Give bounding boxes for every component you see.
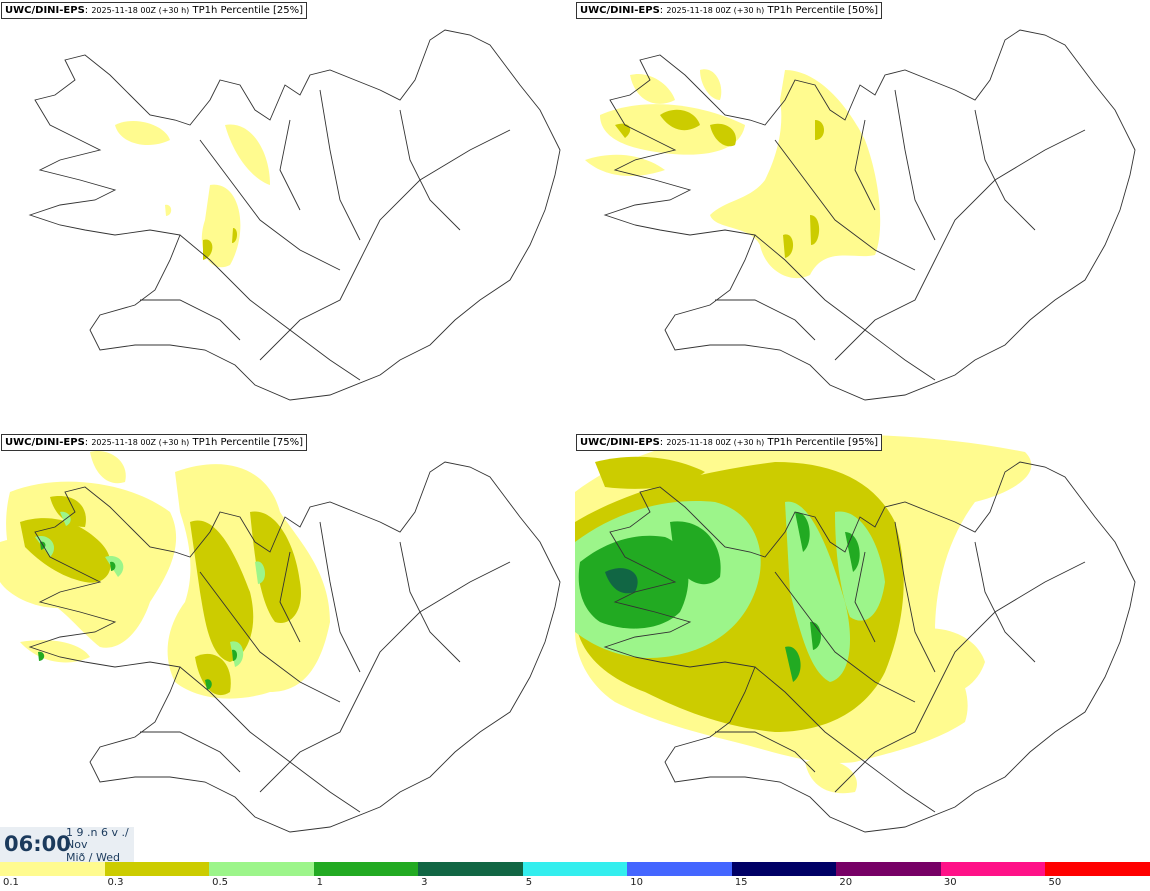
legend-swatch xyxy=(627,862,732,876)
map-canvas xyxy=(575,434,1136,833)
legend-swatch xyxy=(313,862,419,876)
source-label: UWC/DINI-EPS xyxy=(5,437,85,448)
legend-label: 20 xyxy=(839,877,853,888)
map-canvas xyxy=(0,451,561,833)
precip-shading xyxy=(115,120,270,268)
precip-shading xyxy=(575,434,1032,794)
map-panel-p25: UWC/DINI-EPS: 2025-11-18 00Z (+30 h) TP1… xyxy=(0,0,574,428)
coastline xyxy=(28,29,561,401)
valid-time-box xyxy=(0,827,134,862)
legend-label: 50 xyxy=(1048,877,1062,888)
legend-swatch xyxy=(104,862,210,876)
legend-label: 0.5 xyxy=(212,877,228,888)
coastline xyxy=(603,29,1136,401)
source-label: UWC/DINI-EPS xyxy=(5,5,85,16)
map-panel-p75: UWC/DINI-EPS: 2025-11-18 00Z (+30 h) TP1… xyxy=(0,432,574,860)
field-label: TP1h Percentile [95%] xyxy=(767,437,879,448)
field-label: TP1h Percentile [25%] xyxy=(192,5,304,16)
legend-label: 3 xyxy=(421,877,428,888)
valid-time-month: Nov xyxy=(66,838,88,851)
map-canvas xyxy=(28,29,561,401)
field-label: TP1h Percentile [50%] xyxy=(767,5,879,16)
panel-title: UWC/DINI-EPS: 2025-11-18 00Z (+30 h) TP1… xyxy=(576,2,883,19)
color-scale-labels: 0.1 0.3 0.5 1 3 5 10 15 20 30 50 xyxy=(0,877,1150,891)
panel-title: UWC/DINI-EPS: 2025-11-18 00Z (+30 h) TP1… xyxy=(1,2,308,19)
run-label: 2025-11-18 00Z (+30 h) xyxy=(666,438,765,447)
run-label: 2025-11-18 00Z (+30 h) xyxy=(91,438,190,447)
valid-time-date: 1 9 .n 6 v ./ xyxy=(66,826,129,839)
color-scale-legend xyxy=(0,862,1150,876)
legend-swatch xyxy=(836,862,941,876)
run-label: 2025-11-18 00Z (+30 h) xyxy=(666,6,765,15)
legend-label: 10 xyxy=(630,877,643,888)
valid-time-weekday: Mið / Wed xyxy=(66,851,120,862)
legend-swatch xyxy=(418,862,523,876)
panel-title: UWC/DINI-EPS: 2025-11-18 00Z (+30 h) TP1… xyxy=(1,434,308,451)
legend-swatch xyxy=(731,862,837,876)
coastline xyxy=(603,461,1136,833)
legend-label: 30 xyxy=(943,877,957,888)
source-label: UWC/DINI-EPS xyxy=(580,5,660,16)
legend-swatch xyxy=(209,862,314,876)
legend-label: 0.1 xyxy=(3,877,19,888)
valid-time-clock: 06:00 xyxy=(4,832,71,856)
legend-swatch xyxy=(0,862,105,876)
legend-swatch xyxy=(522,862,628,876)
legend-label: 5 xyxy=(525,877,533,888)
precip-shading xyxy=(0,451,330,699)
legend-swatch xyxy=(1045,862,1150,876)
field-label: TP1h Percentile [75%] xyxy=(192,437,304,448)
legend-swatch xyxy=(940,862,1046,876)
run-label: 2025-11-18 00Z (+30 h) xyxy=(91,6,190,15)
legend-label: 0.3 xyxy=(107,877,124,888)
map-panel-p95: UWC/DINI-EPS: 2025-11-18 00Z (+30 h) TP1… xyxy=(575,432,1149,860)
coastline xyxy=(28,461,561,833)
precip-shading xyxy=(585,69,881,279)
panel-title: UWC/DINI-EPS: 2025-11-18 00Z (+30 h) TP1… xyxy=(576,434,883,451)
legend-label: 15 xyxy=(734,877,748,888)
legend-label: 1 xyxy=(316,877,323,888)
map-canvas xyxy=(585,29,1136,401)
map-panel-p50: UWC/DINI-EPS: 2025-11-18 00Z (+30 h) TP1… xyxy=(575,0,1149,428)
source-label: UWC/DINI-EPS xyxy=(580,437,660,448)
